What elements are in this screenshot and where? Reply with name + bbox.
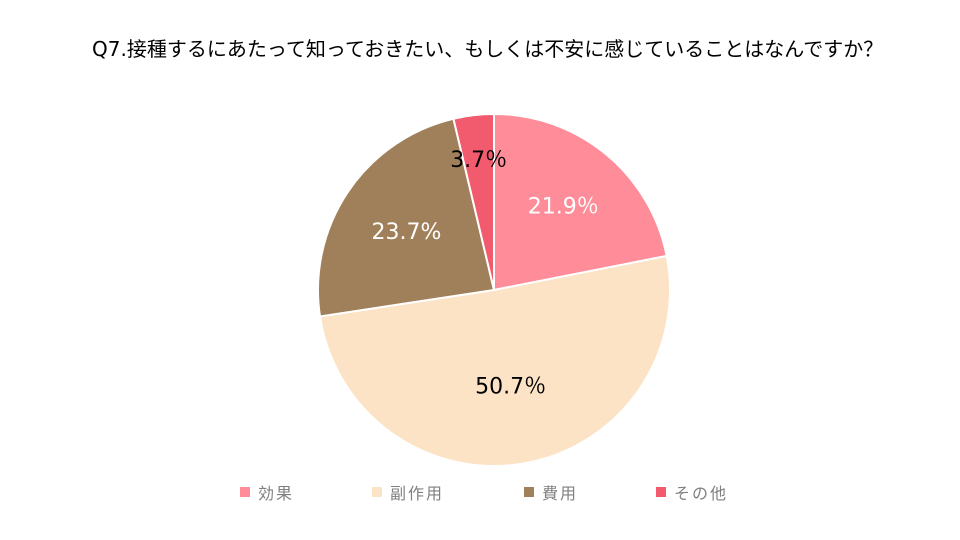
legend-item-2: 費用	[524, 480, 578, 504]
legend-swatch-2	[524, 487, 534, 497]
legend-swatch-0	[240, 487, 250, 497]
data-label-3: 3.7％	[450, 148, 507, 173]
legend-swatch-3	[656, 487, 666, 497]
legend-label-1: 副作用	[390, 484, 445, 503]
chart-title: Q7.接種するにあたって知っておきたい、もしくは不安に感じていることはなんですか…	[92, 37, 884, 61]
legend-swatch-1	[372, 487, 382, 497]
legend-label-3: その他	[674, 484, 729, 503]
pie-slice-2	[317, 117, 496, 318]
legend-item-0: 効果	[240, 480, 294, 504]
data-label-1: 50.7％	[475, 374, 546, 399]
legend-item-3: その他	[656, 480, 728, 504]
pie-slice-0	[493, 112, 668, 292]
legend-item-1: 副作用	[372, 480, 444, 504]
data-label-0: 21.9％	[528, 195, 599, 220]
legend: 効果 副作用 費用 その他	[0, 480, 960, 504]
pie-slice-3	[452, 112, 495, 291]
data-label-2: 23.7%	[372, 220, 442, 245]
legend-label-0: 効果	[258, 484, 295, 503]
legend-label-2: 費用	[542, 484, 579, 503]
pie-slice-1	[318, 254, 671, 467]
